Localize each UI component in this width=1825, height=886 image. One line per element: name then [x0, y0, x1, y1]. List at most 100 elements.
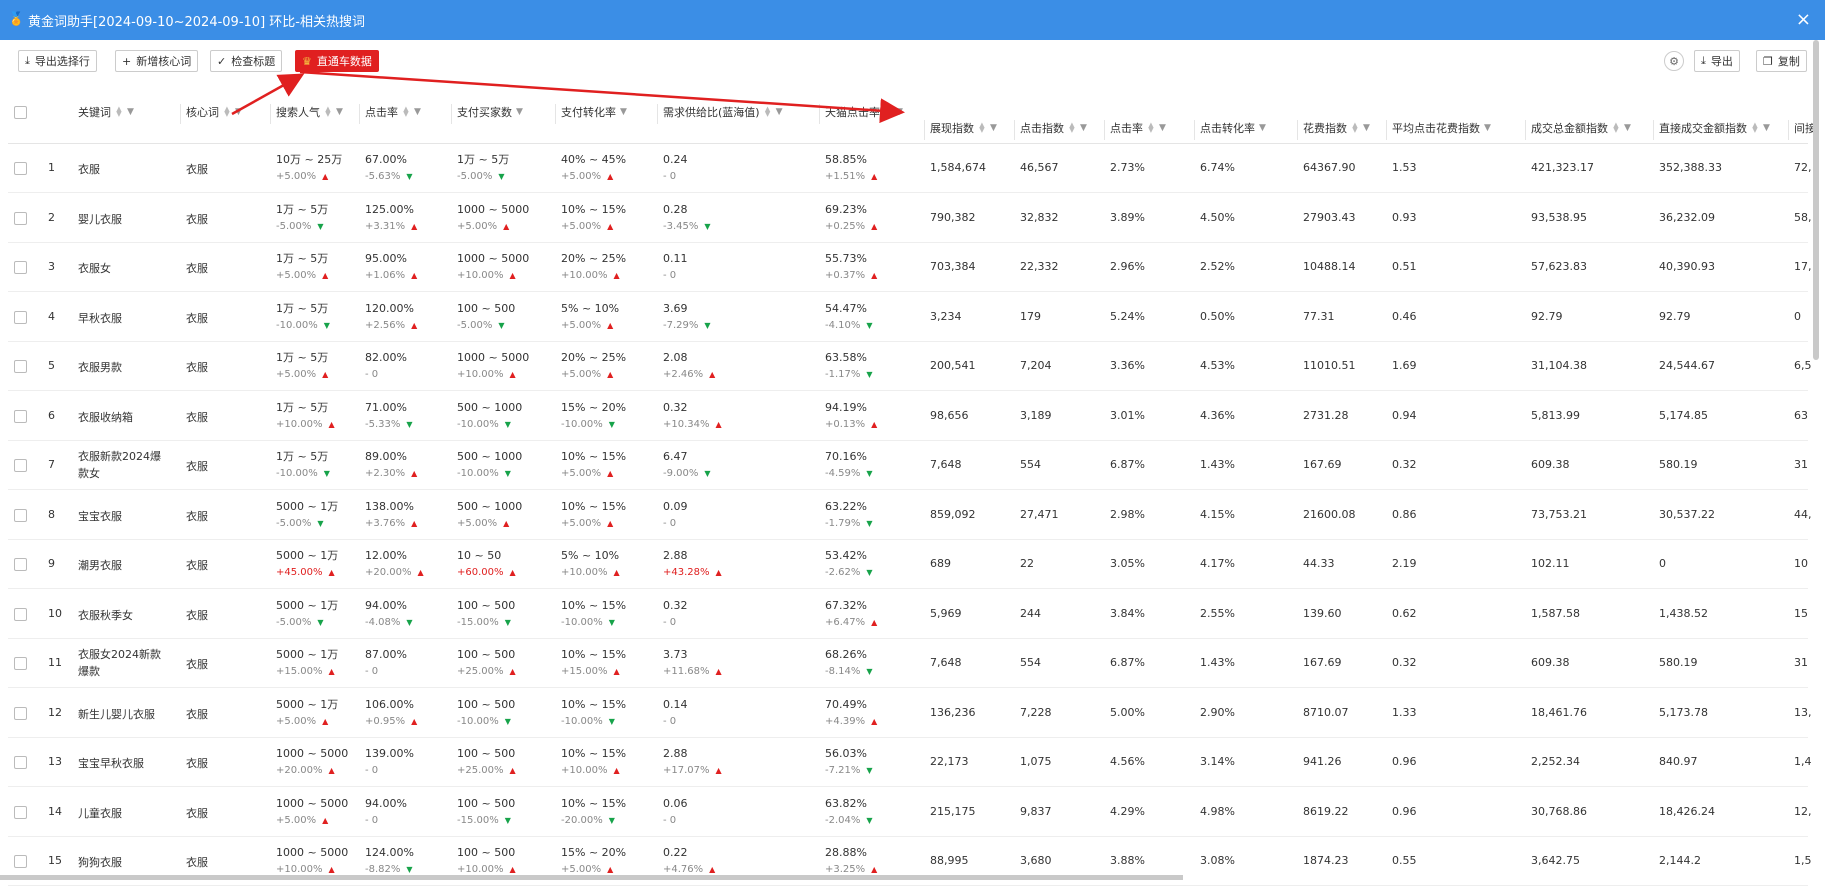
- sort-icon[interactable]: ▲▼: [324, 107, 332, 117]
- export-selected-button[interactable]: ⤓ 导出选择行: [18, 50, 97, 72]
- row-checkbox[interactable]: [14, 509, 27, 522]
- column-divider[interactable]: [924, 120, 925, 140]
- filter-icon[interactable]: ▼: [1159, 123, 1166, 133]
- row-checkbox[interactable]: [14, 855, 27, 868]
- gear-icon[interactable]: ⚙: [1664, 51, 1684, 71]
- column-header-buyers[interactable]: 支付买家数▼: [457, 104, 523, 120]
- filter-icon[interactable]: ▼: [1763, 123, 1770, 133]
- row-checkbox[interactable]: [14, 657, 27, 670]
- filter-icon[interactable]: ▼: [414, 107, 421, 117]
- column-divider[interactable]: [270, 104, 271, 124]
- column-header-kw[interactable]: 关键词▲▼▼: [78, 104, 134, 120]
- row-checkbox[interactable]: [14, 756, 27, 769]
- row-checkbox[interactable]: [14, 707, 27, 720]
- column-divider[interactable]: [1653, 120, 1654, 140]
- sort-icon[interactable]: ▲▼: [223, 107, 231, 117]
- sort-icon[interactable]: ▲▼: [884, 107, 892, 117]
- export-button[interactable]: ⤓ 导出: [1694, 50, 1740, 72]
- column-header-core[interactable]: 核心词▲▼▼: [186, 104, 242, 120]
- sort-icon[interactable]: ▲▼: [1147, 123, 1155, 133]
- select-all-checkbox[interactable]: [14, 106, 27, 119]
- row-checkbox[interactable]: [14, 212, 27, 225]
- filter-icon[interactable]: ▼: [896, 107, 903, 117]
- sort-icon[interactable]: ▲▼: [978, 123, 986, 133]
- column-header-show[interactable]: 展现指数▲▼▼: [930, 120, 997, 136]
- sort-icon[interactable]: ▲▼: [115, 107, 123, 117]
- filter-icon[interactable]: ▼: [127, 107, 134, 117]
- sort-icon[interactable]: ▲▼: [402, 107, 410, 117]
- column-header-ratio[interactable]: 需求供给比(蓝海值)▲▼▼: [663, 104, 783, 120]
- column-divider[interactable]: [1014, 120, 1015, 140]
- column-header-click[interactable]: 点击指数▲▼▼: [1020, 120, 1087, 136]
- vertical-scrollbar[interactable]: [1813, 40, 1819, 360]
- filter-icon[interactable]: ▼: [990, 123, 997, 133]
- row-checkbox[interactable]: [14, 162, 27, 175]
- filter-icon[interactable]: ▼: [620, 107, 627, 117]
- check-title-button[interactable]: ✓ 检查标题: [210, 50, 282, 72]
- column-divider[interactable]: [451, 104, 452, 124]
- row-checkbox[interactable]: [14, 459, 27, 472]
- ztc-data-button[interactable]: ♛ 直通车数据: [295, 50, 379, 72]
- sort-icon[interactable]: ▲▼: [1068, 123, 1076, 133]
- add-core-word-button[interactable]: + 新增核心词: [115, 50, 198, 72]
- filter-icon[interactable]: ▼: [1259, 123, 1266, 133]
- sort-icon[interactable]: ▲▼: [1351, 123, 1359, 133]
- filter-icon[interactable]: ▼: [1624, 123, 1631, 133]
- row-checkbox[interactable]: [14, 558, 27, 571]
- column-divider[interactable]: [1525, 120, 1526, 140]
- column-divider[interactable]: [819, 104, 820, 124]
- sort-icon[interactable]: ▲▼: [1612, 123, 1620, 133]
- filter-icon[interactable]: ▼: [235, 107, 242, 117]
- column-header-cost[interactable]: 花费指数▲▼▼: [1303, 120, 1370, 136]
- column-divider[interactable]: [1104, 120, 1105, 140]
- filter-icon[interactable]: ▼: [516, 107, 523, 117]
- column-header-ctr2[interactable]: 点击率▲▼▼: [1110, 120, 1166, 136]
- filter-icon[interactable]: ▼: [776, 107, 783, 117]
- column-divider[interactable]: [657, 104, 658, 124]
- filter-icon[interactable]: ▼: [1080, 123, 1087, 133]
- filter-icon[interactable]: ▼: [1363, 123, 1370, 133]
- column-header-cpc[interactable]: 平均点击花费指数▼: [1392, 120, 1491, 136]
- column-header-direct[interactable]: 直接成交金额指数▲▼▼: [1659, 120, 1770, 136]
- column-divider[interactable]: [1194, 120, 1195, 140]
- row-checkbox[interactable]: [14, 608, 27, 621]
- filter-icon[interactable]: ▼: [1484, 123, 1491, 133]
- column-divider[interactable]: [1297, 120, 1298, 140]
- column-header-conv[interactable]: 支付转化率▼: [561, 104, 627, 120]
- filter-icon[interactable]: ▼: [336, 107, 343, 117]
- column-divider[interactable]: [180, 104, 181, 124]
- horizontal-scrollbar[interactable]: [0, 875, 1183, 880]
- column-header-tm[interactable]: 天猫点击率▲▼▼: [825, 104, 903, 120]
- row-checkbox[interactable]: [14, 806, 27, 819]
- close-icon[interactable]: ×: [1796, 9, 1811, 30]
- column-header-gmv[interactable]: 成交总金额指数▲▼▼: [1531, 120, 1631, 136]
- row-checkbox[interactable]: [14, 360, 27, 373]
- row-checkbox[interactable]: [14, 311, 27, 324]
- row-checkbox[interactable]: [14, 410, 27, 423]
- row-checkbox[interactable]: [14, 261, 27, 274]
- column-divider[interactable]: [1788, 120, 1789, 140]
- sort-icon[interactable]: ▲▼: [764, 107, 772, 117]
- copy-button[interactable]: ❐ 复制: [1756, 50, 1807, 72]
- sort-icon[interactable]: ▲▼: [1751, 123, 1759, 133]
- column-header-cvr[interactable]: 点击转化率▼: [1200, 120, 1266, 136]
- column-header-pop[interactable]: 搜索人气▲▼▼: [276, 104, 343, 120]
- column-divider[interactable]: [555, 104, 556, 124]
- column-divider[interactable]: [1386, 120, 1387, 140]
- column-divider[interactable]: [359, 104, 360, 124]
- column-header-ctr[interactable]: 点击率▲▼▼: [365, 104, 421, 120]
